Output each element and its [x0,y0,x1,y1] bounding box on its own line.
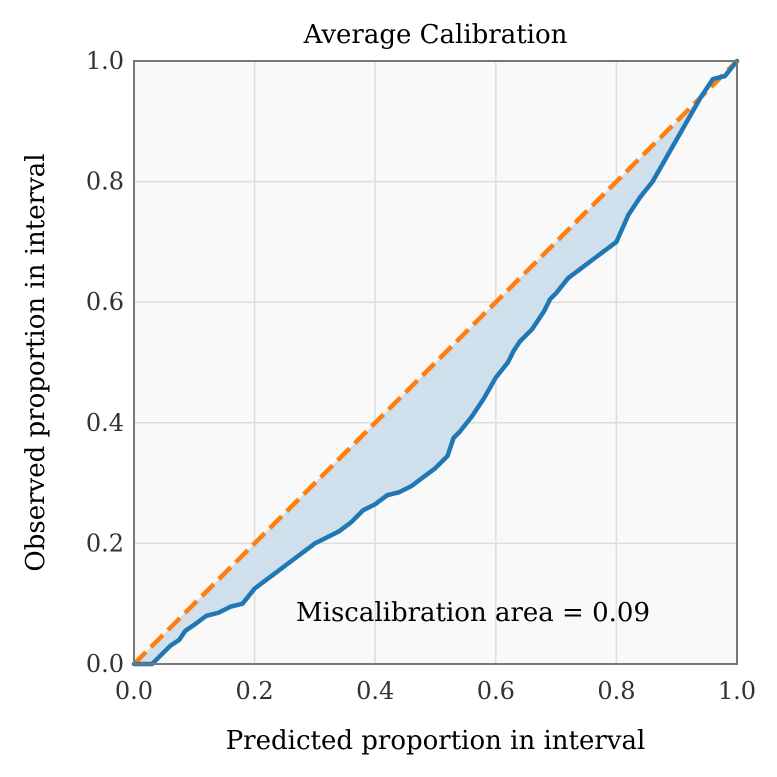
x-tick-label: 0.6 [477,677,515,705]
x-tick-label: 1.0 [718,677,756,705]
x-tick-label: 0.8 [597,677,635,705]
plot-frame [133,60,738,665]
y-axis-title: Observed proportion in interval [21,153,51,571]
calibration-curve [131,58,740,667]
x-tick-label: 0.0 [115,677,153,705]
y-tick-label: 0.4 [86,409,124,437]
y-tick-label: 0.2 [86,529,124,557]
y-tick-label: 0.0 [86,650,124,678]
y-tick-label: 1.0 [86,47,124,75]
ideal-diagonal-line [132,59,739,666]
x-tick-label: 0.2 [236,677,274,705]
x-tick-label: 0.4 [356,677,394,705]
x-axis-ticks: 0.0 0.2 0.4 0.6 0.8 1.0 [115,677,756,705]
y-tick-label: 0.6 [86,288,124,316]
chart-title: Average Calibration [303,20,568,50]
y-axis-ticks: 0.0 0.2 0.4 0.6 0.8 1.0 [86,47,124,678]
y-tick-label: 0.8 [86,168,124,196]
miscalibration-annotation: Miscalibration area = 0.09 [296,598,650,628]
x-axis-title: Predicted proportion in interval [226,726,646,756]
